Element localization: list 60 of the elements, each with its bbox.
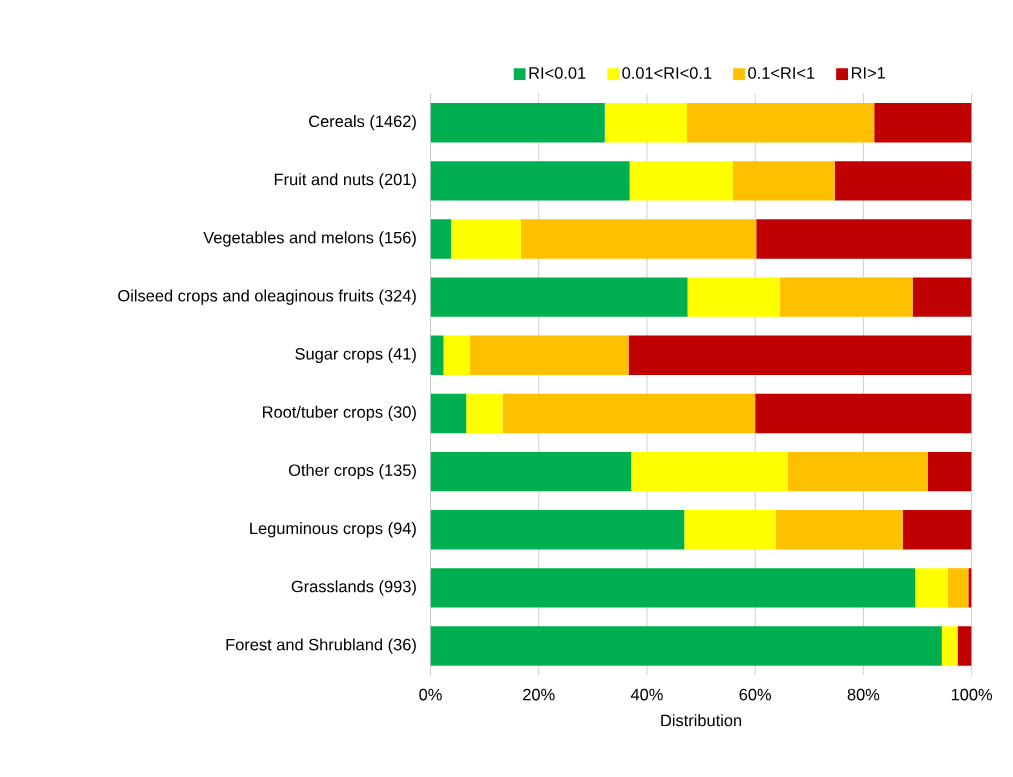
bar — [834, 161, 972, 201]
bar — [443, 335, 470, 376]
bar — [502, 393, 756, 434]
x-axis-title: Distribution — [661, 714, 742, 727]
legend-label: 0.01<RI<0.1 — [622, 67, 712, 80]
bar — [430, 568, 916, 608]
bar — [687, 103, 875, 143]
y-tick-label: Grasslands (993) — [291, 580, 416, 596]
x-tick-label: 80% — [847, 688, 880, 701]
bar — [451, 219, 521, 259]
bar — [755, 393, 972, 434]
bar — [968, 568, 972, 608]
bar — [927, 452, 972, 492]
bar — [912, 277, 972, 318]
y-tick-label: Fruit and nuts (201) — [274, 173, 416, 189]
bar — [756, 219, 972, 259]
bar — [430, 335, 444, 376]
bar — [780, 277, 913, 318]
y-tick-label: Oilseed crops and oleaginous fruits (324) — [118, 289, 416, 305]
bar — [430, 626, 942, 666]
bar — [430, 393, 467, 434]
y-tick-label: Forest and Shrubland (36) — [226, 638, 416, 654]
bar — [732, 161, 835, 201]
bar — [684, 510, 776, 550]
y-tick-label: Cereals (1462) — [309, 115, 416, 131]
y-tick-label: Other crops (135) — [288, 464, 416, 480]
bar — [787, 452, 928, 492]
bar — [915, 568, 948, 608]
bar — [430, 103, 605, 143]
bar — [469, 335, 629, 376]
bar — [941, 626, 958, 666]
bar — [775, 510, 903, 550]
y-tick-label: Sugar crops (41) — [295, 347, 416, 364]
bar — [687, 277, 781, 318]
bar — [466, 393, 503, 434]
x-tick-label: 100% — [951, 688, 993, 701]
x-tick-label: 40% — [630, 688, 663, 701]
y-tick-label: Leguminous crops (94) — [250, 522, 416, 538]
bar — [430, 510, 685, 550]
legend-label: 0.1<RI<1 — [748, 67, 815, 80]
x-tick-label: 20% — [523, 688, 555, 701]
bar — [430, 277, 688, 318]
bar — [520, 219, 757, 259]
bar — [430, 219, 452, 259]
bar — [628, 335, 972, 376]
bar — [430, 161, 630, 201]
bar — [957, 626, 972, 666]
bar — [902, 510, 972, 550]
x-tick-label: 60% — [739, 688, 772, 701]
legend-label: RI<0.01 — [529, 67, 586, 80]
bar — [629, 161, 733, 201]
bar — [604, 103, 687, 143]
x-tick-label: 0% — [419, 688, 442, 701]
bar — [430, 452, 632, 492]
bar — [631, 452, 788, 492]
y-tick-label: Root/tuber crops (30) — [263, 405, 416, 422]
bar — [947, 568, 969, 608]
legend-label: RI>1 — [851, 67, 885, 79]
bar — [874, 103, 972, 143]
y-tick-label: Vegetables and melons (156) — [203, 231, 416, 247]
